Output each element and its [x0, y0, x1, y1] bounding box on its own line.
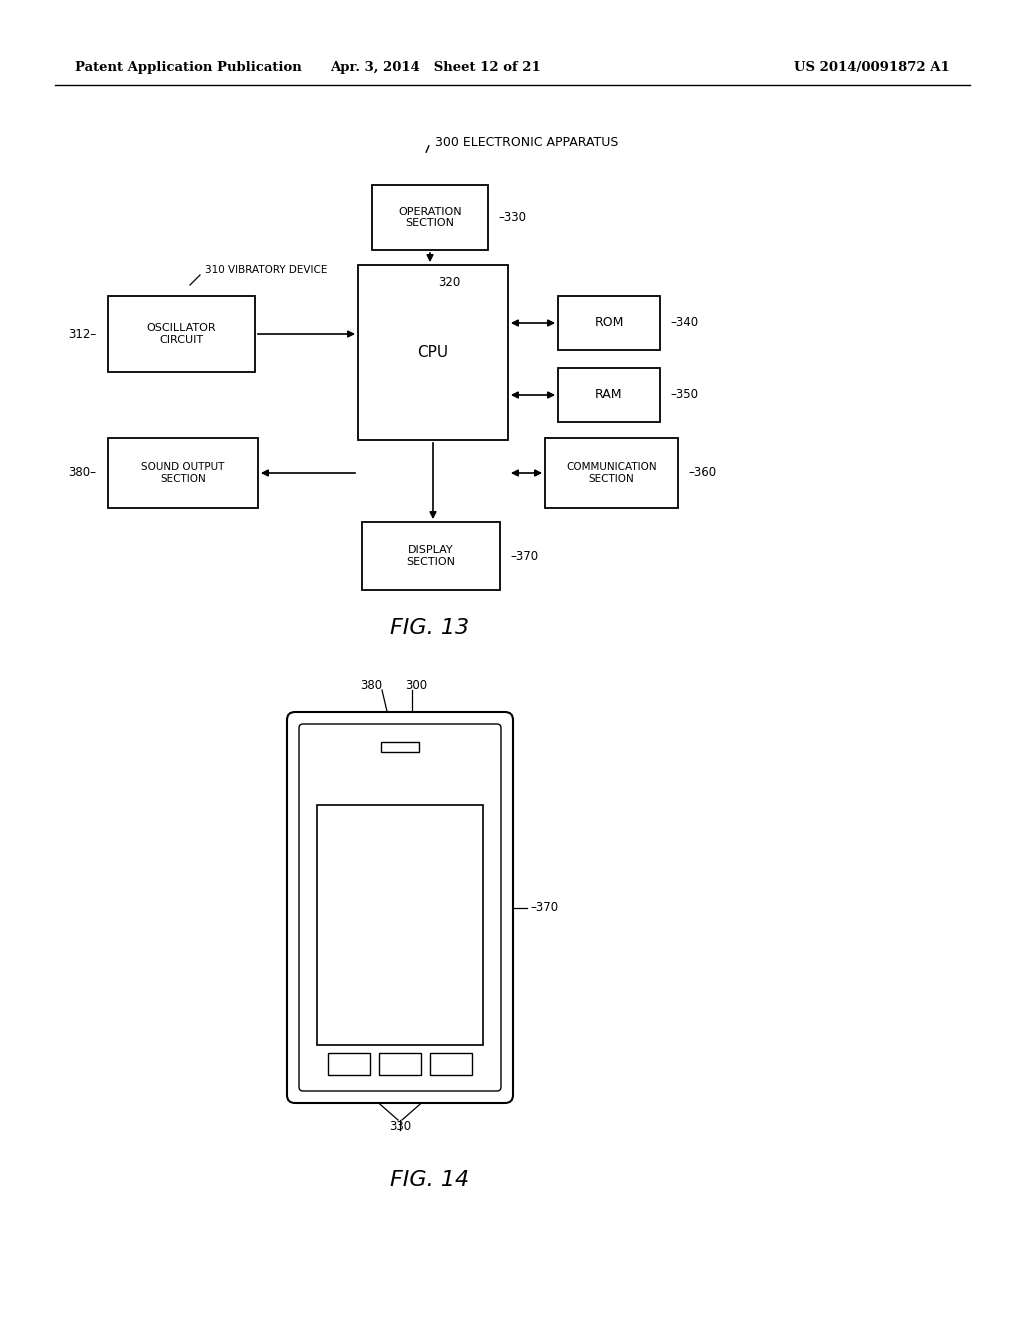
Text: 380–: 380–	[68, 466, 96, 479]
Text: Patent Application Publication: Patent Application Publication	[75, 62, 302, 74]
Text: –370: –370	[510, 549, 539, 562]
Text: FIG. 14: FIG. 14	[390, 1170, 470, 1191]
Bar	[108, 438, 258, 508]
Bar	[381, 742, 419, 752]
FancyBboxPatch shape	[287, 711, 513, 1104]
Text: 310 VIBRATORY DEVICE: 310 VIBRATORY DEVICE	[205, 265, 328, 275]
Bar	[372, 185, 488, 249]
Bar	[362, 521, 500, 590]
Text: RAM: RAM	[595, 388, 623, 401]
Text: –330: –330	[498, 211, 526, 224]
Bar	[379, 1053, 421, 1074]
Bar	[108, 296, 255, 372]
Text: OSCILLATOR
CIRCUIT: OSCILLATOR CIRCUIT	[146, 323, 216, 345]
Text: 312–: 312–	[68, 327, 96, 341]
Bar	[545, 438, 678, 508]
Text: US 2014/0091872 A1: US 2014/0091872 A1	[795, 62, 950, 74]
Text: CPU: CPU	[418, 345, 449, 360]
Bar	[317, 805, 483, 1045]
Text: 380: 380	[359, 678, 382, 692]
FancyBboxPatch shape	[299, 723, 501, 1092]
Text: –370: –370	[530, 902, 558, 913]
Text: SOUND OUTPUT
SECTION: SOUND OUTPUT SECTION	[141, 462, 224, 484]
Text: Apr. 3, 2014   Sheet 12 of 21: Apr. 3, 2014 Sheet 12 of 21	[330, 62, 541, 74]
Bar	[430, 1053, 472, 1074]
Text: OPERATION
SECTION: OPERATION SECTION	[398, 207, 462, 228]
Bar	[358, 265, 508, 440]
Text: ROM: ROM	[594, 317, 624, 330]
Bar	[558, 368, 660, 422]
Text: –350: –350	[670, 388, 698, 401]
Text: –340: –340	[670, 317, 698, 330]
Text: 300: 300	[406, 678, 427, 692]
Text: FIG. 13: FIG. 13	[390, 618, 470, 638]
Text: COMMUNICATION
SECTION: COMMUNICATION SECTION	[566, 462, 656, 484]
Text: 300 ELECTRONIC APPARATUS: 300 ELECTRONIC APPARATUS	[435, 136, 618, 149]
Text: 330: 330	[389, 1119, 411, 1133]
Text: 320: 320	[438, 276, 460, 289]
Bar	[328, 1053, 370, 1074]
Text: –360: –360	[688, 466, 716, 479]
Text: DISPLAY
SECTION: DISPLAY SECTION	[407, 545, 456, 566]
Bar	[558, 296, 660, 350]
